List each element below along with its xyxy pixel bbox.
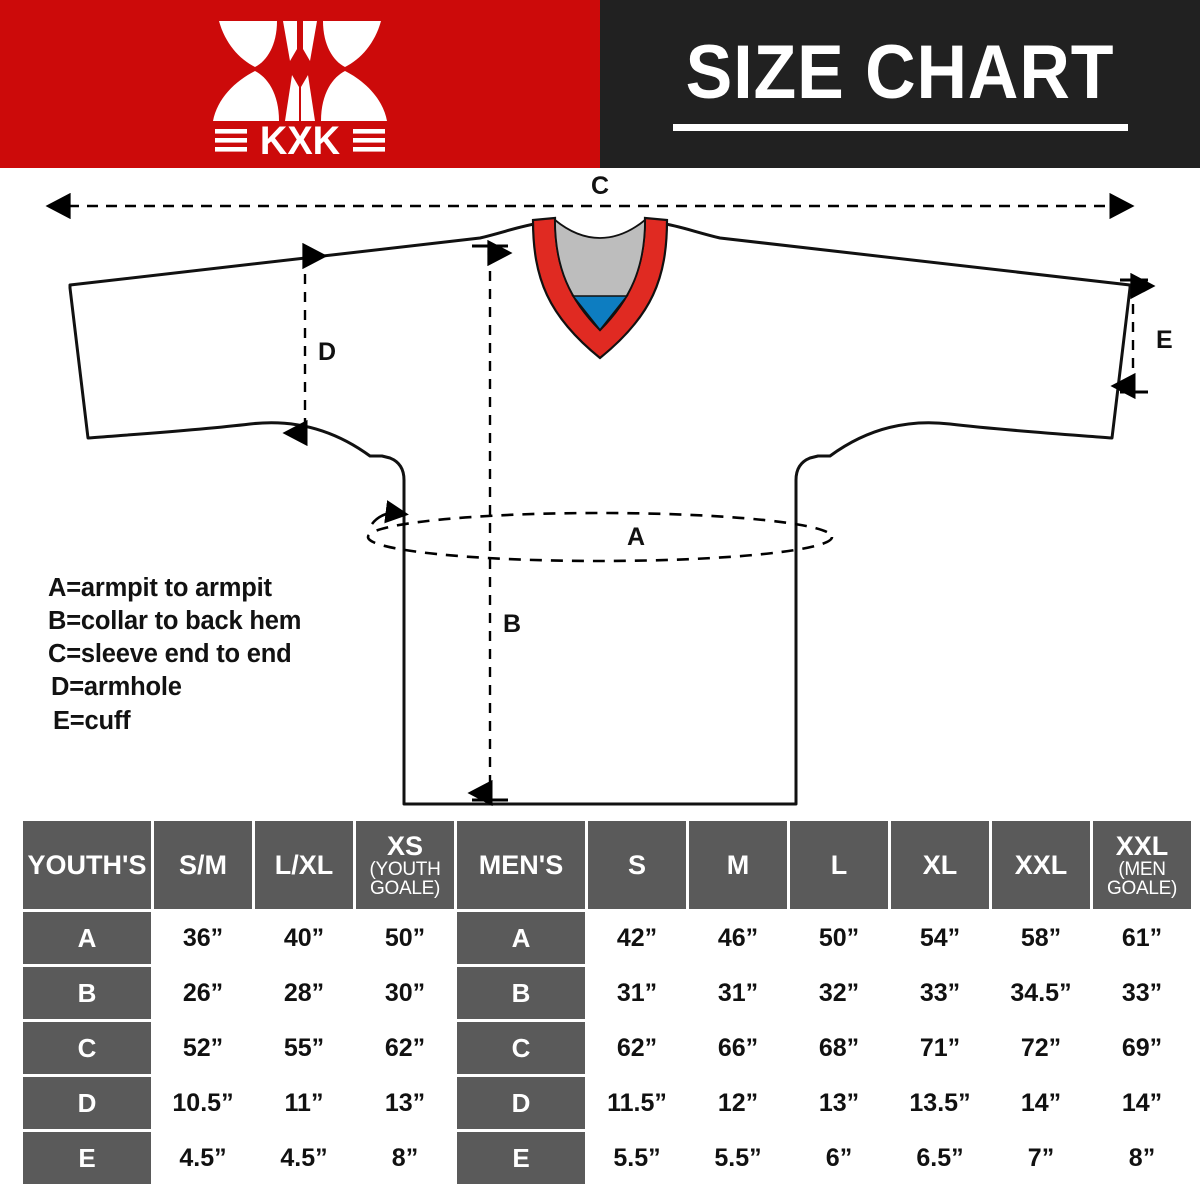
header-youths: YOUTH'S xyxy=(23,821,151,909)
page-header: KXK SIZE CHART xyxy=(0,0,1200,168)
cell-mens-b-xxl: 34.5” xyxy=(992,967,1090,1019)
size-table-zone: YOUTH'S S/M L/XL XS (YOUTH GOALE) MEN'S xyxy=(0,818,1200,1184)
cell-mens-b-m: 31” xyxy=(689,967,787,1019)
cell-youth-d-xs: 13” xyxy=(356,1077,454,1129)
cell-youth-b-lxl: 28” xyxy=(255,967,353,1019)
svg-text:KXK: KXK xyxy=(260,119,340,159)
table-row: C 52” 55” 62” C 62” 66” 68” 71” 72” 69” xyxy=(23,1022,1191,1074)
cell-youth-e-sm: 4.5” xyxy=(154,1132,252,1184)
table-row: B 26” 28” 30” B 31” 31” 32” 33” 34.5” 33… xyxy=(23,967,1191,1019)
cell-mens-c-xxlg: 69” xyxy=(1093,1022,1191,1074)
row-label-youth-d: D xyxy=(23,1077,151,1129)
cell-mens-c-m: 66” xyxy=(689,1022,787,1074)
dimension-label-e: E xyxy=(1156,326,1173,354)
jersey-diagram: C D B E A xyxy=(0,168,1200,818)
header-mens: MEN'S xyxy=(457,821,585,909)
row-label-mens-b: B xyxy=(457,967,585,1019)
legend-line-a: A=armpit to armpit xyxy=(48,574,272,602)
header-mens-xl: XL xyxy=(891,821,989,909)
legend-line-e: E=cuff xyxy=(53,706,131,735)
row-label-youth-c: C xyxy=(23,1022,151,1074)
cell-youth-e-xs: 8” xyxy=(356,1132,454,1184)
cell-youth-a-xs: 50” xyxy=(356,912,454,964)
cell-mens-e-m: 5.5” xyxy=(689,1132,787,1184)
table-row: E 4.5” 4.5” 8” E 5.5” 5.5” 6” 6.5” 7” 8” xyxy=(23,1132,1191,1184)
cell-youth-a-lxl: 40” xyxy=(255,912,353,964)
cell-mens-a-l: 50” xyxy=(790,912,888,964)
cell-mens-e-s: 5.5” xyxy=(588,1132,686,1184)
cell-youth-a-sm: 36” xyxy=(154,912,252,964)
cell-mens-b-l: 32” xyxy=(790,967,888,1019)
row-label-mens-c: C xyxy=(457,1022,585,1074)
table-body: A 36” 40” 50” A 42” 46” 50” 54” 58” 61” … xyxy=(23,912,1191,1184)
legend-line-c: C=sleeve end to end xyxy=(48,640,292,669)
cell-mens-a-s: 42” xyxy=(588,912,686,964)
measurement-legend: A=armpit to armpit B=collar to back hem … xyxy=(48,572,301,738)
header-youth-sm: S/M xyxy=(154,821,252,909)
cell-mens-b-xxlg: 33” xyxy=(1093,967,1191,1019)
cell-youth-b-xs: 30” xyxy=(356,967,454,1019)
cell-mens-a-xxlg: 61” xyxy=(1093,912,1191,964)
header-mens-xxl-goalie: XXL (MEN GOALE) xyxy=(1093,821,1191,909)
brand-panel: KXK xyxy=(0,0,600,168)
row-label-mens-e: E xyxy=(457,1132,585,1184)
cell-mens-c-s: 62” xyxy=(588,1022,686,1074)
cell-mens-c-xxl: 72” xyxy=(992,1022,1090,1074)
cell-youth-d-lxl: 11” xyxy=(255,1077,353,1129)
kxk-butterfly-logo-icon: KXK xyxy=(213,21,387,159)
cell-youth-e-lxl: 4.5” xyxy=(255,1132,353,1184)
table-header-row: YOUTH'S S/M L/XL XS (YOUTH GOALE) MEN'S xyxy=(23,821,1191,909)
cell-mens-e-xxl: 7” xyxy=(992,1132,1090,1184)
cell-youth-c-lxl: 55” xyxy=(255,1022,353,1074)
header-mens-xxl: XXL xyxy=(992,821,1090,909)
page-title: SIZE CHART xyxy=(685,30,1115,116)
cell-youth-c-sm: 52” xyxy=(154,1022,252,1074)
cell-mens-a-m: 46” xyxy=(689,912,787,964)
cell-youth-c-xs: 62” xyxy=(356,1022,454,1074)
header-mens-l: L xyxy=(790,821,888,909)
cell-mens-d-xxlg: 14” xyxy=(1093,1077,1191,1129)
header-mens-m: M xyxy=(689,821,787,909)
cell-mens-a-xl: 54” xyxy=(891,912,989,964)
header-youth-xs-goalie: XS (YOUTH GOALE) xyxy=(356,821,454,909)
size-table: YOUTH'S S/M L/XL XS (YOUTH GOALE) MEN'S xyxy=(20,818,1194,1187)
dimension-label-d: D xyxy=(318,338,336,366)
header-youth-lxl: L/XL xyxy=(255,821,353,909)
cell-mens-d-m: 12” xyxy=(689,1077,787,1129)
dimension-label-b: B xyxy=(503,610,521,638)
table-row: A 36” 40” 50” A 42” 46” 50” 54” 58” 61” xyxy=(23,912,1191,964)
cell-mens-e-xxlg: 8” xyxy=(1093,1132,1191,1184)
legend-line-b: B=collar to back hem xyxy=(48,607,302,636)
cell-mens-d-xl: 13.5” xyxy=(891,1077,989,1129)
cell-youth-d-sm: 10.5” xyxy=(154,1077,252,1129)
title-underline xyxy=(672,123,1128,131)
row-label-youth-a: A xyxy=(23,912,151,964)
dimension-label-c: C xyxy=(591,172,609,200)
collar-tongue xyxy=(571,295,629,332)
row-label-youth-e: E xyxy=(23,1132,151,1184)
table-row: D 10.5” 11” 13” D 11.5” 12” 13” 13.5” 14… xyxy=(23,1077,1191,1129)
cell-mens-d-l: 13” xyxy=(790,1077,888,1129)
cell-mens-c-xl: 71” xyxy=(891,1022,989,1074)
cell-mens-d-s: 11.5” xyxy=(588,1077,686,1129)
title-panel: SIZE CHART xyxy=(600,0,1200,168)
cell-mens-d-xxl: 14” xyxy=(992,1077,1090,1129)
cell-youth-b-sm: 26” xyxy=(154,967,252,1019)
cell-mens-c-l: 68” xyxy=(790,1022,888,1074)
dimension-ellipse-a xyxy=(366,511,834,563)
cell-mens-a-xxl: 58” xyxy=(992,912,1090,964)
row-label-mens-d: D xyxy=(457,1077,585,1129)
cell-mens-b-xl: 33” xyxy=(891,967,989,1019)
jersey-outline xyxy=(68,221,1132,806)
cell-mens-e-xl: 6.5” xyxy=(891,1132,989,1184)
cell-mens-b-s: 31” xyxy=(588,967,686,1019)
cell-mens-e-l: 6” xyxy=(790,1132,888,1184)
row-label-youth-b: B xyxy=(23,967,151,1019)
row-label-mens-a: A xyxy=(457,912,585,964)
legend-line-d: D=armhole xyxy=(51,673,182,702)
header-mens-s: S xyxy=(588,821,686,909)
dimension-label-a: A xyxy=(627,523,645,551)
